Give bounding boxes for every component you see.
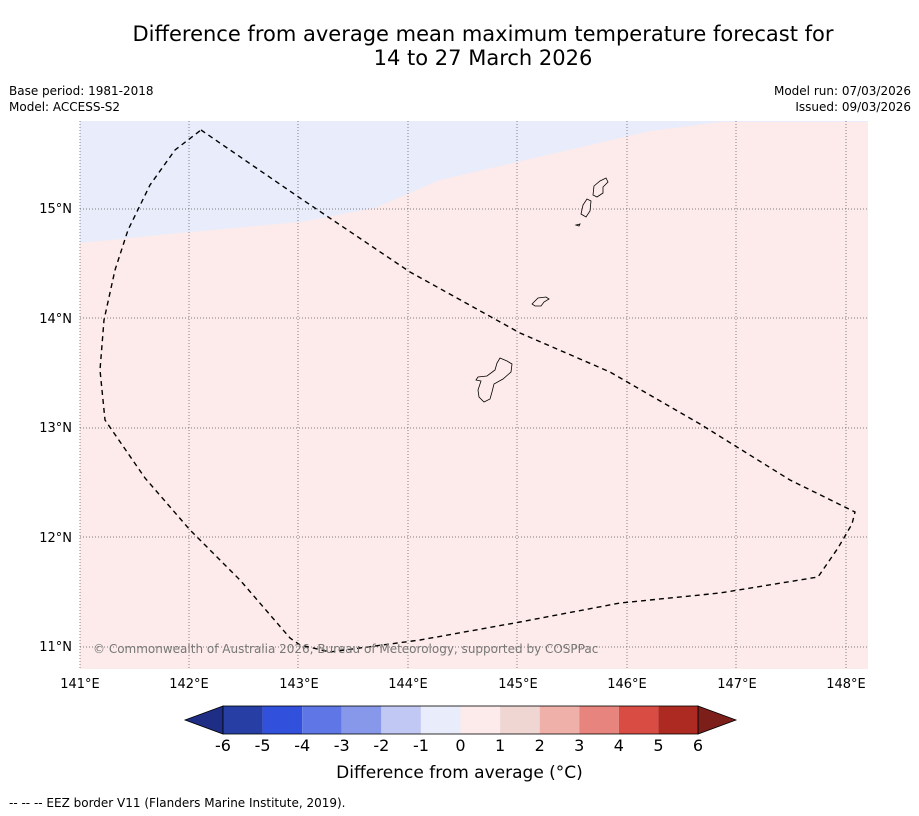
island-tinian <box>580 198 592 218</box>
island-guam <box>475 357 513 403</box>
lon-label: 146°E <box>607 677 647 692</box>
colorbar-tick-label: 0 <box>455 736 465 755</box>
island-saipan <box>592 177 609 198</box>
model-run: Model run: 07/03/2026 <box>773 84 911 98</box>
colorbar-tick-label: -6 <box>215 736 231 755</box>
colorbar-segment <box>460 706 501 734</box>
colorbar-segment <box>262 706 303 734</box>
colorbar-tick-label: -1 <box>413 736 429 755</box>
colorbar-title: Difference from average (°C) <box>336 763 583 783</box>
lon-label: 143°E <box>279 677 319 692</box>
colorbar-tick-label: -4 <box>294 736 310 755</box>
issued-date: Issued: 09/03/2026 <box>795 100 911 114</box>
colorbar-segment <box>302 706 342 734</box>
eez-legend-note: -- -- -- EEZ border V11 (Flanders Marine… <box>9 796 346 810</box>
colorbar-segment <box>500 706 540 734</box>
lon-labels: 141°E 142°E 143°E 144°E 145°E 146°E 147°… <box>60 677 866 692</box>
island-aguijan <box>574 223 581 227</box>
lat-label: 14°N <box>39 312 72 327</box>
eez-border <box>99 129 856 653</box>
colorbar-segment <box>381 706 421 734</box>
colorbar-tick-label: 5 <box>653 736 663 755</box>
colorbar-extend-low <box>183 705 224 735</box>
colorbar-tick-label: 4 <box>614 736 624 755</box>
lon-label: 142°E <box>169 677 209 692</box>
colorbar-segment <box>223 706 263 734</box>
colorbar-segment <box>420 706 461 734</box>
island-rota <box>531 296 550 307</box>
lon-label: 148°E <box>826 677 866 692</box>
lat-label: 11°N <box>39 640 72 655</box>
colorbar-tick-label: -5 <box>255 736 271 755</box>
colorbar-tick-label: 1 <box>495 736 505 755</box>
chart-title: Difference from average mean maximum tem… <box>0 22 919 70</box>
meta-left: Base period: 1981-2018 Model: ACCESS-S2 <box>9 83 154 115</box>
lon-label: 147°E <box>717 677 757 692</box>
lat-label: 15°N <box>39 202 72 217</box>
lat-label: 13°N <box>39 421 72 436</box>
model-name: Model: ACCESS-S2 <box>9 100 121 114</box>
colorbar-extend-high <box>697 705 738 735</box>
colorbar-segment <box>579 706 619 734</box>
meta-right: Model run: 07/03/2026 Issued: 09/03/2026 <box>774 83 911 115</box>
base-period: Base period: 1981-2018 <box>9 84 154 98</box>
colorbar-tick-label: -2 <box>373 736 389 755</box>
colorbar-tick-label: 3 <box>574 736 584 755</box>
lat-label: 12°N <box>39 531 72 546</box>
colorbar-tick-label: 2 <box>535 736 545 755</box>
copyright-notice: © Commonwealth of Australia 2026, Bureau… <box>93 642 598 656</box>
colorbar-segment <box>341 706 382 734</box>
cool-anomaly-area <box>80 121 868 243</box>
lon-label: 144°E <box>388 677 428 692</box>
colorbar: -6 -5 -4 -3 -2 -1 0 1 2 3 4 5 6 <box>183 705 738 755</box>
colorbar-tick-label: -3 <box>334 736 350 755</box>
colorbar-tick-label: 6 <box>693 736 703 755</box>
grid-lines <box>79 121 868 669</box>
lon-label: 141°E <box>60 677 100 692</box>
colorbar-segment <box>618 706 659 734</box>
islands <box>475 177 609 403</box>
title-line-1: Difference from average mean maximum tem… <box>132 22 834 46</box>
title-line-2: 14 to 27 March 2026 <box>373 46 593 70</box>
colorbar-segment <box>539 706 580 734</box>
colorbar-frame <box>222 705 699 735</box>
colorbar-segment <box>658 706 698 734</box>
lon-label: 145°E <box>498 677 538 692</box>
lat-labels: 15°N 14°N 13°N 12°N 11°N <box>39 202 72 655</box>
